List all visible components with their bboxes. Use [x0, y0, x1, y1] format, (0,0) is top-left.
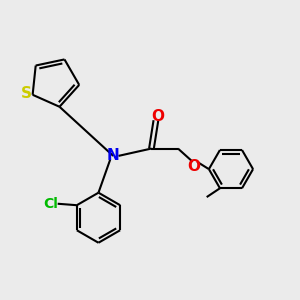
Text: O: O [151, 109, 164, 124]
Text: Cl: Cl [43, 197, 58, 211]
Text: N: N [107, 148, 120, 164]
Text: S: S [21, 86, 32, 101]
Text: O: O [188, 159, 201, 174]
